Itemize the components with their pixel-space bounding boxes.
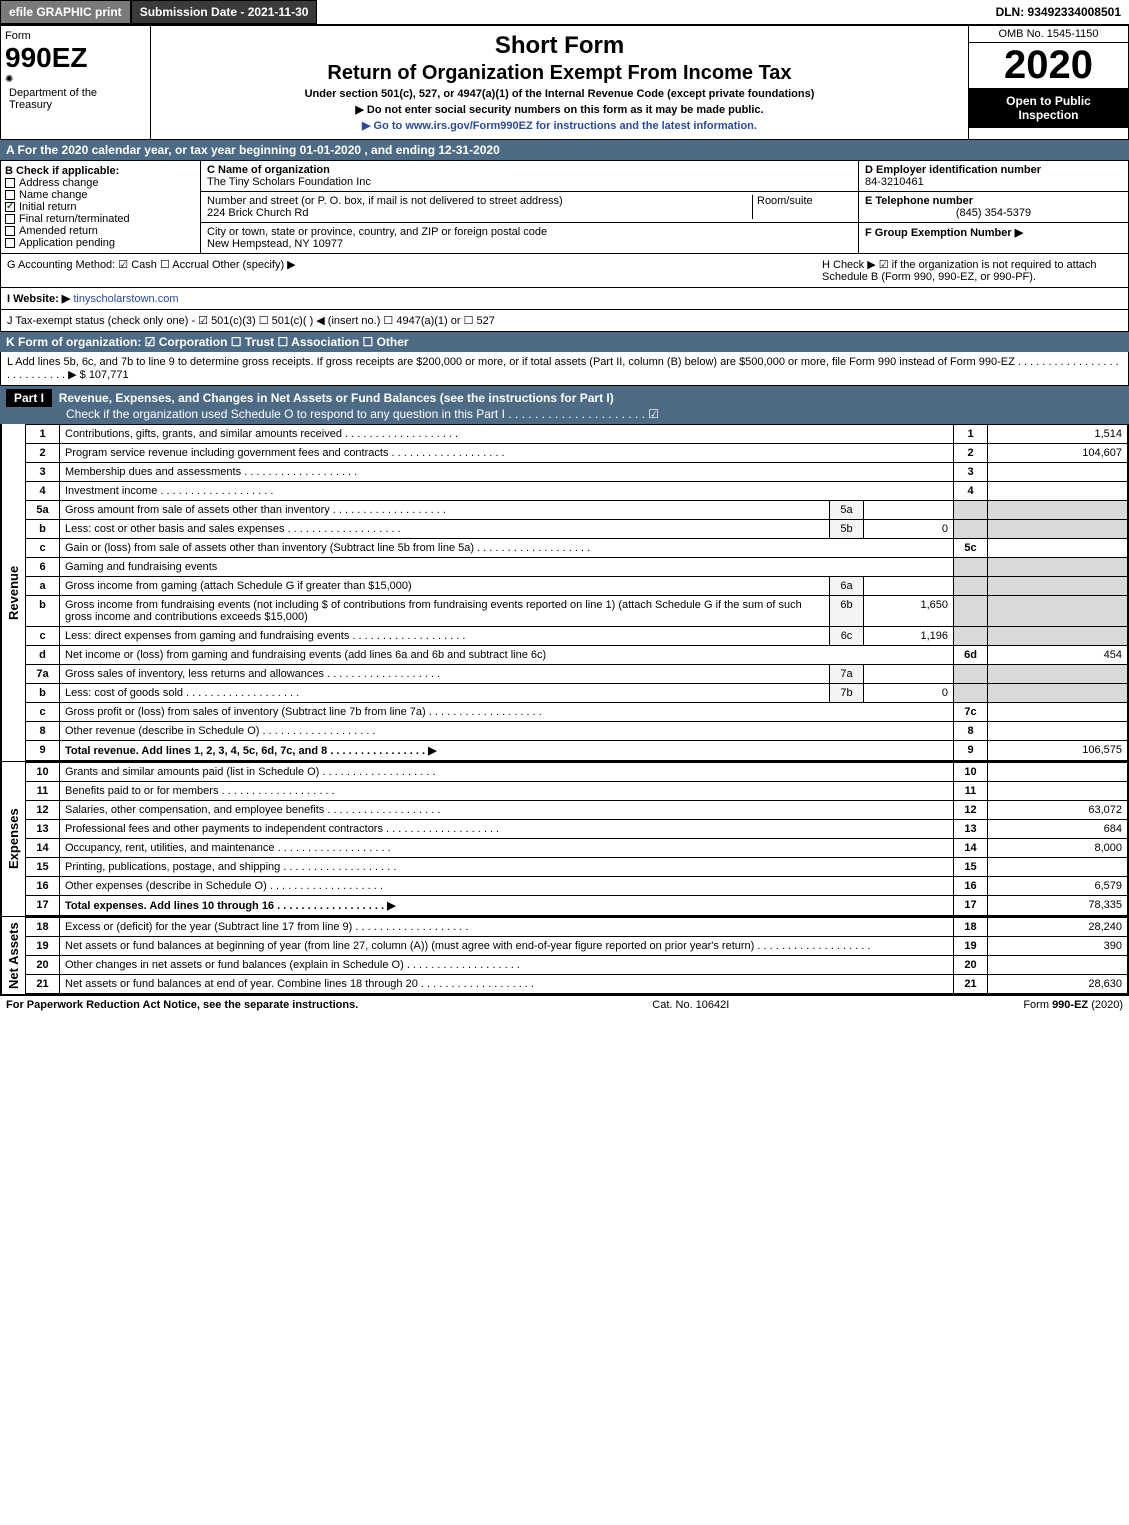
part1-header: Part I Revenue, Expenses, and Changes in… xyxy=(0,386,1129,424)
table-row: dNet income or (loss) from gaming and fu… xyxy=(26,646,1128,665)
website-link[interactable]: tinyscholarstown.com xyxy=(73,293,178,305)
table-row: bGross income from fundraising events (n… xyxy=(26,596,1128,627)
e-label: E Telephone number xyxy=(865,195,973,207)
table-row: 17Total expenses. Add lines 10 through 1… xyxy=(26,896,1128,916)
table-row: 18Excess or (deficit) for the year (Subt… xyxy=(26,918,1128,937)
table-row: cGain or (loss) from sale of assets othe… xyxy=(26,539,1128,558)
org-name: The Tiny Scholars Foundation Inc xyxy=(207,176,371,188)
no-ssn-note: ▶ Do not enter social security numbers o… xyxy=(159,103,960,116)
line-l: L Add lines 5b, 6c, and 7b to line 9 to … xyxy=(0,352,1129,386)
year-cell: OMB No. 1545-1150 2020 Open to Public In… xyxy=(968,26,1128,139)
ein-value: 84-3210461 xyxy=(865,176,924,188)
page-footer: For Paperwork Reduction Act Notice, see … xyxy=(0,995,1129,1014)
c-label: C Name of organization xyxy=(207,164,330,176)
table-row: bLess: cost or other basis and sales exp… xyxy=(26,520,1128,539)
open-public-box: Open to Public Inspection xyxy=(969,88,1128,128)
submission-date-button[interactable]: Submission Date - 2021-11-30 xyxy=(131,0,318,24)
revenue-table: 1Contributions, gifts, grants, and simil… xyxy=(25,424,1128,761)
expenses-label: Expenses xyxy=(1,762,25,916)
line-h: H Check ▶ ☑ if the organization is not r… xyxy=(822,258,1122,283)
tax-year: 2020 xyxy=(969,43,1128,88)
table-row: 14Occupancy, rent, utilities, and mainte… xyxy=(26,839,1128,858)
period-bar: A For the 2020 calendar year, or tax yea… xyxy=(0,140,1129,160)
d-label: D Employer identification number xyxy=(865,164,1041,176)
info-grid: B Check if applicable: Address change Na… xyxy=(0,160,1129,254)
top-bar: efile GRAPHIC print Submission Date - 20… xyxy=(0,0,1129,25)
f-label: F Group Exemption Number ▶ xyxy=(865,227,1023,239)
irs-link[interactable]: ▶ Go to www.irs.gov/Form990EZ for instru… xyxy=(362,120,757,132)
revenue-label: Revenue xyxy=(1,424,25,761)
part1-title: Revenue, Expenses, and Changes in Net As… xyxy=(59,391,614,405)
gh-row: G Accounting Method: ☑ Cash ☐ Accrual Ot… xyxy=(0,254,1129,288)
netassets-label: Net Assets xyxy=(1,917,25,994)
revenue-section: Revenue 1Contributions, gifts, grants, a… xyxy=(0,424,1129,762)
form-number: 990EZ xyxy=(5,42,146,74)
table-row: 4Investment income4 xyxy=(26,482,1128,501)
table-row: 1Contributions, gifts, grants, and simil… xyxy=(26,425,1128,444)
line-j: J Tax-exempt status (check only one) - ☑… xyxy=(0,310,1129,332)
efile-print-button[interactable]: efile GRAPHIC print xyxy=(0,0,131,24)
title-cell: Short Form Return of Organization Exempt… xyxy=(151,26,968,139)
room-suite: Room/suite xyxy=(752,195,852,219)
dept-treasury: Department of the Treasury xyxy=(5,85,146,113)
line-k: K Form of organization: ☑ Corporation ☐ … xyxy=(0,332,1129,352)
cb-name-change[interactable]: Name change xyxy=(5,189,196,201)
table-row: 19Net assets or fund balances at beginni… xyxy=(26,937,1128,956)
line-g: G Accounting Method: ☑ Cash ☐ Accrual Ot… xyxy=(7,258,822,283)
table-row: 21Net assets or fund balances at end of … xyxy=(26,975,1128,994)
cb-final-return[interactable]: Final return/terminated xyxy=(5,213,196,225)
table-row: cLess: direct expenses from gaming and f… xyxy=(26,627,1128,646)
paperwork-notice: For Paperwork Reduction Act Notice, see … xyxy=(6,999,358,1011)
netassets-section: Net Assets 18Excess or (deficit) for the… xyxy=(0,917,1129,995)
section-b: B Check if applicable: Address change Na… xyxy=(1,161,201,253)
cb-address-change[interactable]: Address change xyxy=(5,177,196,189)
omb-number: OMB No. 1545-1150 xyxy=(969,26,1128,43)
dln-text: DLN: 93492334008501 xyxy=(988,1,1129,23)
part1-check: Check if the organization used Schedule … xyxy=(6,407,1123,421)
expenses-section: Expenses 10Grants and similar amounts pa… xyxy=(0,762,1129,917)
table-row: 10Grants and similar amounts paid (list … xyxy=(26,763,1128,782)
form-ref: Form 990-EZ (2020) xyxy=(1023,999,1123,1011)
section-def: D Employer identification number 84-3210… xyxy=(858,161,1128,253)
under-section: Under section 501(c), 527, or 4947(a)(1)… xyxy=(159,88,960,100)
short-form-title: Short Form xyxy=(159,32,960,60)
goto-link[interactable]: ▶ Go to www.irs.gov/Form990EZ for instru… xyxy=(159,119,960,132)
table-row: 2Program service revenue including gover… xyxy=(26,444,1128,463)
table-row: 6Gaming and fundraising events xyxy=(26,558,1128,577)
table-row: 7aGross sales of inventory, less returns… xyxy=(26,665,1128,684)
part1-label: Part I xyxy=(6,389,52,407)
table-row: 12Salaries, other compensation, and empl… xyxy=(26,801,1128,820)
table-row: bLess: cost of goods sold7b0 xyxy=(26,684,1128,703)
addr-value: 224 Brick Church Rd xyxy=(207,207,309,219)
section-b-title: B Check if applicable: xyxy=(5,165,196,177)
table-row: cGross profit or (loss) from sales of in… xyxy=(26,703,1128,722)
table-row: 9Total revenue. Add lines 1, 2, 3, 4, 5c… xyxy=(26,741,1128,761)
expenses-table: 10Grants and similar amounts paid (list … xyxy=(25,762,1128,916)
form-label: Form xyxy=(5,30,146,42)
addr-label: Number and street (or P. O. box, if mail… xyxy=(207,195,563,207)
city-value: New Hempstead, NY 10977 xyxy=(207,238,343,250)
cb-application-pending[interactable]: Application pending xyxy=(5,237,196,249)
form-number-cell: Form 990EZ ✺ Department of the Treasury xyxy=(1,26,151,139)
table-row: aGross income from gaming (attach Schedu… xyxy=(26,577,1128,596)
section-c: C Name of organization The Tiny Scholars… xyxy=(201,161,858,253)
table-row: 11Benefits paid to or for members11 xyxy=(26,782,1128,801)
city-label: City or town, state or province, country… xyxy=(207,226,547,238)
netassets-table: 18Excess or (deficit) for the year (Subt… xyxy=(25,917,1128,994)
table-row: 3Membership dues and assessments3 xyxy=(26,463,1128,482)
table-row: 15Printing, publications, postage, and s… xyxy=(26,858,1128,877)
line-i: I Website: ▶ tinyscholarstown.com xyxy=(0,288,1129,310)
cat-no: Cat. No. 10642I xyxy=(652,999,729,1011)
phone-value: (845) 354-5379 xyxy=(865,207,1122,219)
form-header: Form 990EZ ✺ Department of the Treasury … xyxy=(0,25,1129,140)
website-label: I Website: ▶ xyxy=(7,293,70,305)
cb-amended-return[interactable]: Amended return xyxy=(5,225,196,237)
cb-initial-return[interactable]: Initial return xyxy=(5,201,196,213)
main-title: Return of Organization Exempt From Incom… xyxy=(159,62,960,85)
table-row: 8Other revenue (describe in Schedule O)8 xyxy=(26,722,1128,741)
table-row: 20Other changes in net assets or fund ba… xyxy=(26,956,1128,975)
table-row: 13Professional fees and other payments t… xyxy=(26,820,1128,839)
table-row: 16Other expenses (describe in Schedule O… xyxy=(26,877,1128,896)
table-row: 5aGross amount from sale of assets other… xyxy=(26,501,1128,520)
